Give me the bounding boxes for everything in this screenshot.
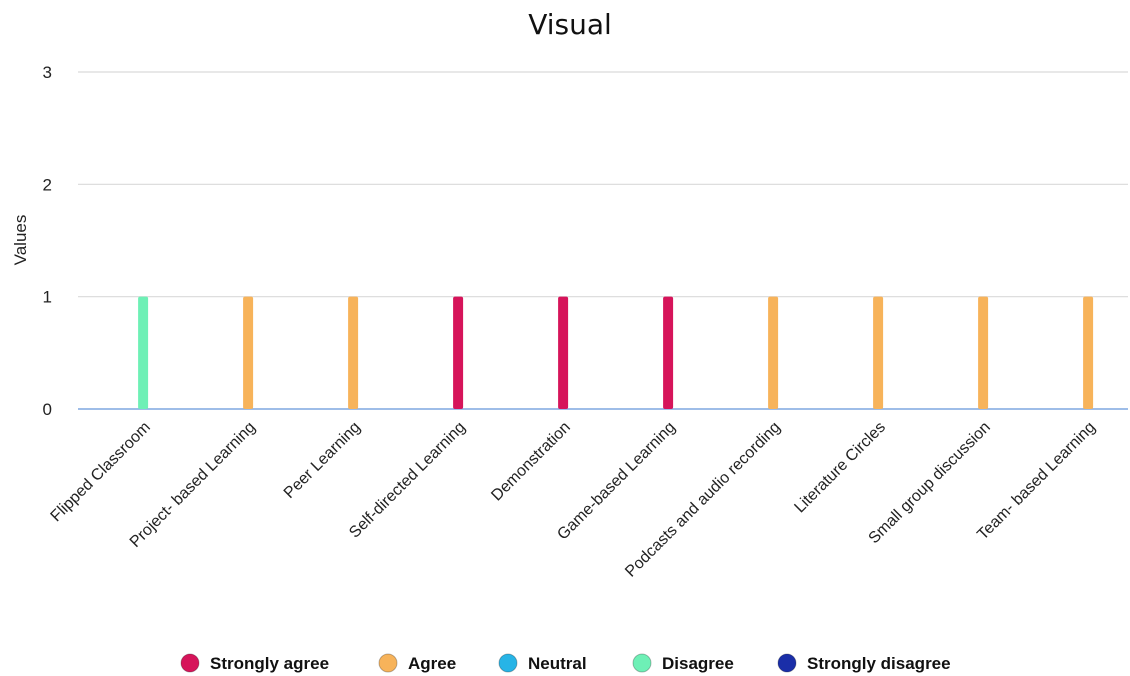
y-tick-label: 0 xyxy=(43,400,52,419)
bar-agree xyxy=(873,296,884,409)
chart-title: Visual xyxy=(528,8,612,41)
legend: Strongly agree Agree Neutral Disagree Strong… xyxy=(180,653,951,673)
legend-swatch xyxy=(632,653,652,673)
legend-item: Disagree xyxy=(632,653,734,673)
y-tick-label: 3 xyxy=(43,63,52,82)
bar-agree xyxy=(1083,296,1094,409)
x-tick-label: Demonstration xyxy=(488,419,574,505)
legend-label: Strongly agree xyxy=(210,654,329,673)
x-tick-label: Peer Learning xyxy=(281,419,364,502)
legend-label: Neutral xyxy=(528,654,587,673)
legend-swatch xyxy=(777,653,797,673)
x-tick-label: Game-based Learning xyxy=(554,419,679,544)
x-tick-label: Small group discussion xyxy=(866,419,994,547)
bar-agree xyxy=(243,296,254,409)
y-axis-label: Values xyxy=(11,215,30,266)
bar-agree xyxy=(768,296,779,409)
x-tick-label: Literature Circles xyxy=(791,419,889,517)
legend-swatch xyxy=(180,653,200,673)
x-tick-label: Project- based Learning xyxy=(127,419,259,551)
legend-label: Agree xyxy=(408,654,456,673)
bar-strongly-agree xyxy=(453,296,464,409)
legend-swatch xyxy=(378,653,398,673)
y-tick-label: 1 xyxy=(43,288,52,307)
bar-strongly-agree xyxy=(663,296,674,409)
gridlines xyxy=(78,71,1128,410)
legend-label: Strongly disagree xyxy=(807,654,951,673)
x-tick-label: Team- based Learning xyxy=(974,419,1099,544)
legend-item: Neutral xyxy=(498,653,587,673)
x-tick-label: Flipped Classroom xyxy=(48,419,154,525)
y-tick-label: 2 xyxy=(43,175,52,194)
legend-label: Disagree xyxy=(662,654,734,673)
x-tick-label: Self-directed Learning xyxy=(346,419,469,542)
legend-item: Strongly agree xyxy=(180,653,329,673)
legend-swatch xyxy=(498,653,518,673)
legend-item: Strongly disagree xyxy=(777,653,951,673)
y-tick-labels: 0 1 2 3 xyxy=(43,63,52,419)
legend-item: Agree xyxy=(378,653,456,673)
bar-agree xyxy=(978,296,989,409)
bar-agree xyxy=(348,296,359,409)
bars xyxy=(138,296,1094,409)
bar-disagree xyxy=(138,296,149,409)
bar-strongly-agree xyxy=(558,296,569,409)
